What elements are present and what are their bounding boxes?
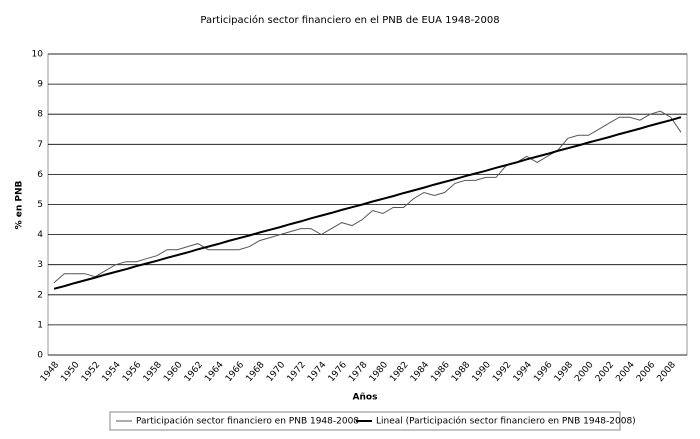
legend-label: Participación sector financiero en PNB 1… — [136, 416, 359, 427]
x-tick-label: 1952 — [80, 360, 102, 384]
x-tick-label: 2000 — [573, 360, 596, 384]
y-tick-label: 8 — [37, 110, 43, 120]
x-tick-label: 1982 — [388, 360, 410, 384]
y-tick-label: 9 — [37, 80, 43, 90]
x-tick-label: 1964 — [203, 360, 226, 384]
x-tick-label: 1994 — [512, 360, 535, 384]
x-tick-label: 2006 — [635, 360, 658, 384]
y-axis-label: % en PNB — [15, 180, 25, 229]
x-tick-label: 1962 — [183, 360, 205, 384]
x-tick-label: 1956 — [121, 360, 144, 384]
y-tick-label: 5 — [37, 200, 43, 210]
x-tick-label: 1992 — [491, 360, 513, 384]
x-tick-label: 1980 — [368, 360, 391, 384]
x-tick-label: 1972 — [286, 360, 308, 384]
x-tick-label: 1958 — [142, 360, 165, 384]
x-tick-label: 1996 — [532, 360, 555, 384]
x-tick-label: 1988 — [450, 360, 473, 384]
y-tick-label: 10 — [32, 50, 44, 60]
x-axis-label: Años — [353, 393, 378, 403]
y-tick-label: 7 — [37, 140, 43, 150]
y-tick-label: 0 — [37, 351, 43, 361]
x-tick-label: 1948 — [39, 360, 62, 384]
legend-box — [109, 411, 621, 431]
x-tick-label: 1960 — [162, 360, 185, 384]
chart-title: Participación sector financiero en el PN… — [200, 14, 499, 26]
y-tick-label: 4 — [37, 230, 43, 240]
x-tick-label: 1984 — [409, 360, 432, 384]
x-tick-label: 1976 — [327, 360, 350, 384]
x-tick-label: 1986 — [429, 360, 452, 384]
y-tick-label: 3 — [37, 260, 43, 270]
y-tick-label: 1 — [37, 320, 43, 330]
y-tick-label: 2 — [37, 290, 43, 300]
x-tick-label: 1978 — [347, 360, 370, 384]
x-tick-label: 1968 — [244, 360, 267, 384]
x-tick-label: 1954 — [101, 360, 124, 384]
x-tick-label: 1970 — [265, 360, 288, 384]
y-tick-label: 6 — [37, 170, 43, 180]
x-tick-label: 2004 — [614, 360, 637, 384]
series-line — [53, 116, 682, 290]
x-tick-label: 1950 — [59, 360, 82, 384]
series-line — [53, 110, 682, 284]
x-tick-label: 2008 — [656, 360, 679, 384]
x-tick-label: 1990 — [471, 360, 494, 384]
x-tick-label: 2002 — [594, 360, 616, 384]
x-tick-label: 1966 — [224, 360, 247, 384]
legend-label: Lineal (Participación sector financiero … — [376, 416, 636, 427]
x-tick-label: 1998 — [553, 360, 576, 384]
x-tick-label: 1974 — [306, 360, 329, 384]
